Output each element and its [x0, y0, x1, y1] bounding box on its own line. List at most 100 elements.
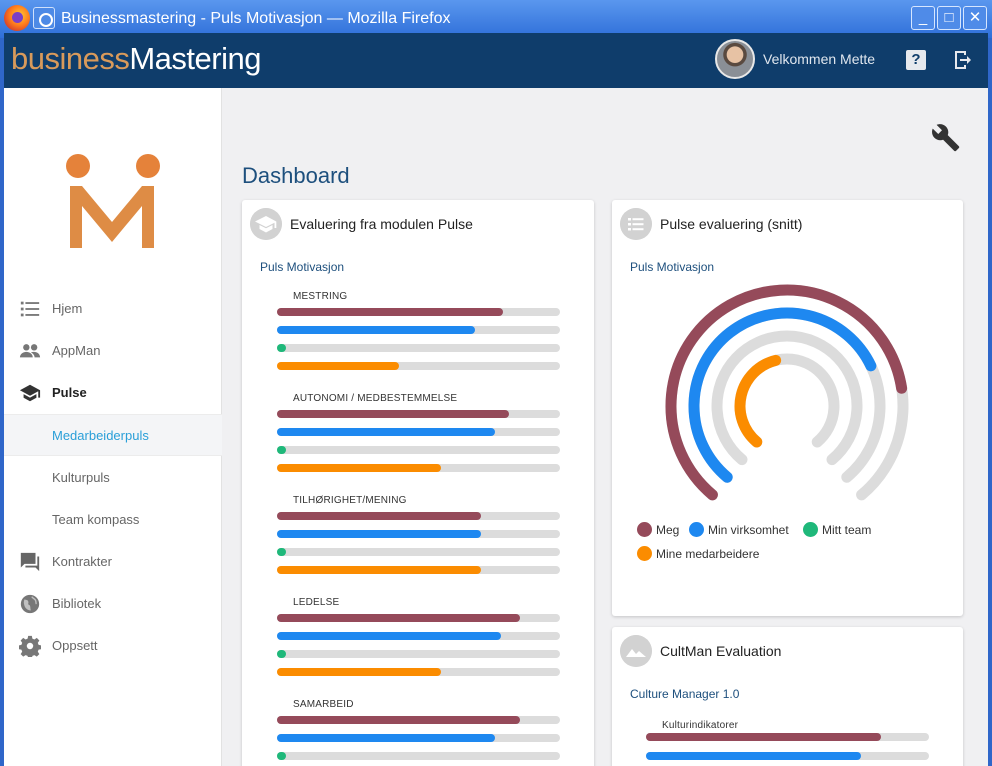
- bar-track-meg: [277, 410, 560, 418]
- sidebar-item-label: Hjem: [52, 301, 83, 316]
- group-label: TILHØRIGHET/MENING: [293, 495, 407, 506]
- bar-fill-virksomhet: [646, 752, 862, 760]
- legend-label: Mine medarbeidere: [656, 546, 760, 561]
- group-label: Kulturindikatorer: [662, 720, 739, 731]
- brand-logo[interactable]: businessMastering: [11, 41, 261, 77]
- legend-item-medarbeidere: Mine medarbeidere: [637, 546, 759, 561]
- close-button[interactable]: ✕: [963, 6, 987, 30]
- bar-track-meg: [277, 308, 560, 316]
- sidebar-item-kulturpuls[interactable]: Kulturpuls: [4, 457, 222, 499]
- landscape-icon: [620, 635, 652, 667]
- window-menu-button[interactable]: [33, 7, 55, 29]
- bar-fill-meg: [277, 410, 510, 418]
- radial-gauge-chart: [665, 284, 909, 501]
- bar-track-medarbeidere: [277, 362, 560, 370]
- bar-track-virksomhet: [277, 632, 560, 640]
- bar-track-medarbeidere: [277, 668, 560, 676]
- sidebar-item-team-kompass[interactable]: Team kompass: [4, 499, 222, 541]
- legend-label: Min virksomhet: [708, 522, 789, 537]
- group-label: AUTONOMI / MEDBESTEMMELSE: [293, 393, 458, 404]
- sidebar-item-label: Oppsett: [52, 638, 98, 653]
- card-title: CultMan Evaluation: [660, 643, 782, 659]
- sidebar: Hjem AppMan Pulse Medarbeiderpuls Kultur…: [4, 88, 222, 766]
- app-frame: businessMastering Velkommen Mette ? Hjem: [4, 33, 988, 766]
- legend-item-virksomhet: Min virksomhet: [689, 522, 789, 537]
- bar-fill-meg: [277, 716, 521, 724]
- list-icon: [620, 208, 652, 240]
- bar-fill-medarbeidere: [277, 464, 442, 472]
- bar-track-team: [277, 446, 560, 454]
- sidebar-item-oppsett[interactable]: Oppsett: [4, 625, 222, 667]
- cultman-evaluation-card: CultMan Evaluation Culture Manager 1.0 K…: [612, 627, 963, 766]
- bar-fill-virksomhet: [277, 326, 476, 334]
- bar-track-meg: [277, 512, 560, 520]
- group-label: SAMARBEID: [293, 699, 354, 710]
- legend-item-team: Mitt team: [803, 522, 871, 537]
- card-title: Evaluering fra modulen Pulse: [290, 216, 473, 232]
- brand-part1: business: [11, 41, 130, 76]
- legend-dot: [803, 522, 818, 537]
- ring-fill-meg: [665, 284, 908, 501]
- avatar[interactable]: [715, 39, 755, 79]
- bar-fill-virksomhet: [277, 734, 495, 742]
- bar-fill-team: [277, 446, 286, 454]
- bar-fill-meg: [646, 733, 881, 741]
- bar-fill-medarbeidere: [277, 566, 481, 574]
- group-label: LEDELSE: [293, 597, 340, 608]
- help-icon[interactable]: ?: [906, 50, 926, 70]
- bar-track-medarbeidere: [277, 464, 560, 472]
- logout-icon[interactable]: [951, 48, 975, 72]
- people-icon: [19, 344, 41, 358]
- bar-fill-meg: [277, 614, 521, 622]
- legend-dot: [637, 522, 652, 537]
- window-titlebar: Businessmastering - Puls Motivasjon — Mo…: [0, 0, 992, 38]
- bar-fill-meg: [277, 512, 481, 520]
- card-subtitle: Puls Motivasjon: [260, 260, 345, 274]
- bar-fill-virksomhet: [277, 530, 481, 538]
- bar-fill-meg: [277, 308, 504, 316]
- graduation-cap-icon: [19, 384, 41, 402]
- bar-track-team: [277, 650, 560, 658]
- sidebar-item-medarbeiderpuls[interactable]: Medarbeiderpuls: [4, 414, 222, 456]
- sidebar-item-label: AppMan: [52, 343, 101, 358]
- group-label: MESTRING: [293, 291, 348, 302]
- ring-fill-virksomhet: [688, 307, 877, 483]
- globe-icon: [20, 594, 40, 614]
- bar-track-virksomhet: [646, 752, 929, 760]
- gear-icon: [19, 635, 41, 657]
- bar-track-virksomhet: [277, 428, 560, 436]
- card-subtitle: Culture Manager 1.0: [630, 687, 740, 701]
- sidebar-item-kontrakter[interactable]: Kontrakter: [4, 541, 222, 583]
- bar-track-virksomhet: [277, 734, 560, 742]
- bar-track-meg: [646, 733, 929, 741]
- legend-dot: [637, 546, 652, 561]
- sidebar-item-label: Kulturpuls: [52, 470, 110, 485]
- bar-track-team: [277, 344, 560, 352]
- bar-fill-team: [277, 650, 286, 658]
- bar-track-virksomhet: [277, 326, 560, 334]
- window-title: Businessmastering - Puls Motivasjon — Mo…: [61, 10, 451, 27]
- bar-track-meg: [277, 716, 560, 724]
- sidebar-item-label: Team kompass: [52, 512, 140, 527]
- company-logo-icon: [66, 154, 160, 248]
- app-header: businessMastering Velkommen Mette ?: [4, 33, 988, 88]
- legend-label: Meg: [656, 522, 680, 537]
- card-subtitle: Puls Motivasjon: [630, 260, 715, 274]
- sidebar-item-pulse[interactable]: Pulse: [4, 372, 222, 414]
- minimize-button[interactable]: _: [911, 6, 935, 30]
- pulse-evaluation-card: Evaluering fra modulen Pulse Puls Motiva…: [242, 200, 594, 766]
- chat-icon: [20, 552, 40, 572]
- bar-fill-virksomhet: [277, 428, 495, 436]
- sidebar-item-hjem[interactable]: Hjem: [4, 288, 222, 330]
- sidebar-item-bibliotek[interactable]: Bibliotek: [4, 583, 222, 625]
- sidebar-item-appman[interactable]: AppMan: [4, 330, 222, 372]
- bar-fill-virksomhet: [277, 632, 501, 640]
- bar-fill-medarbeidere: [277, 362, 399, 370]
- graduation-cap-icon: [250, 208, 282, 240]
- maximize-button[interactable]: □: [937, 6, 961, 30]
- bar-track-medarbeidere: [277, 566, 560, 574]
- sidebar-item-label: Bibliotek: [52, 596, 102, 611]
- firefox-logo-icon: [4, 5, 30, 31]
- wrench-icon[interactable]: [932, 123, 962, 153]
- bar-fill-medarbeidere: [277, 668, 442, 676]
